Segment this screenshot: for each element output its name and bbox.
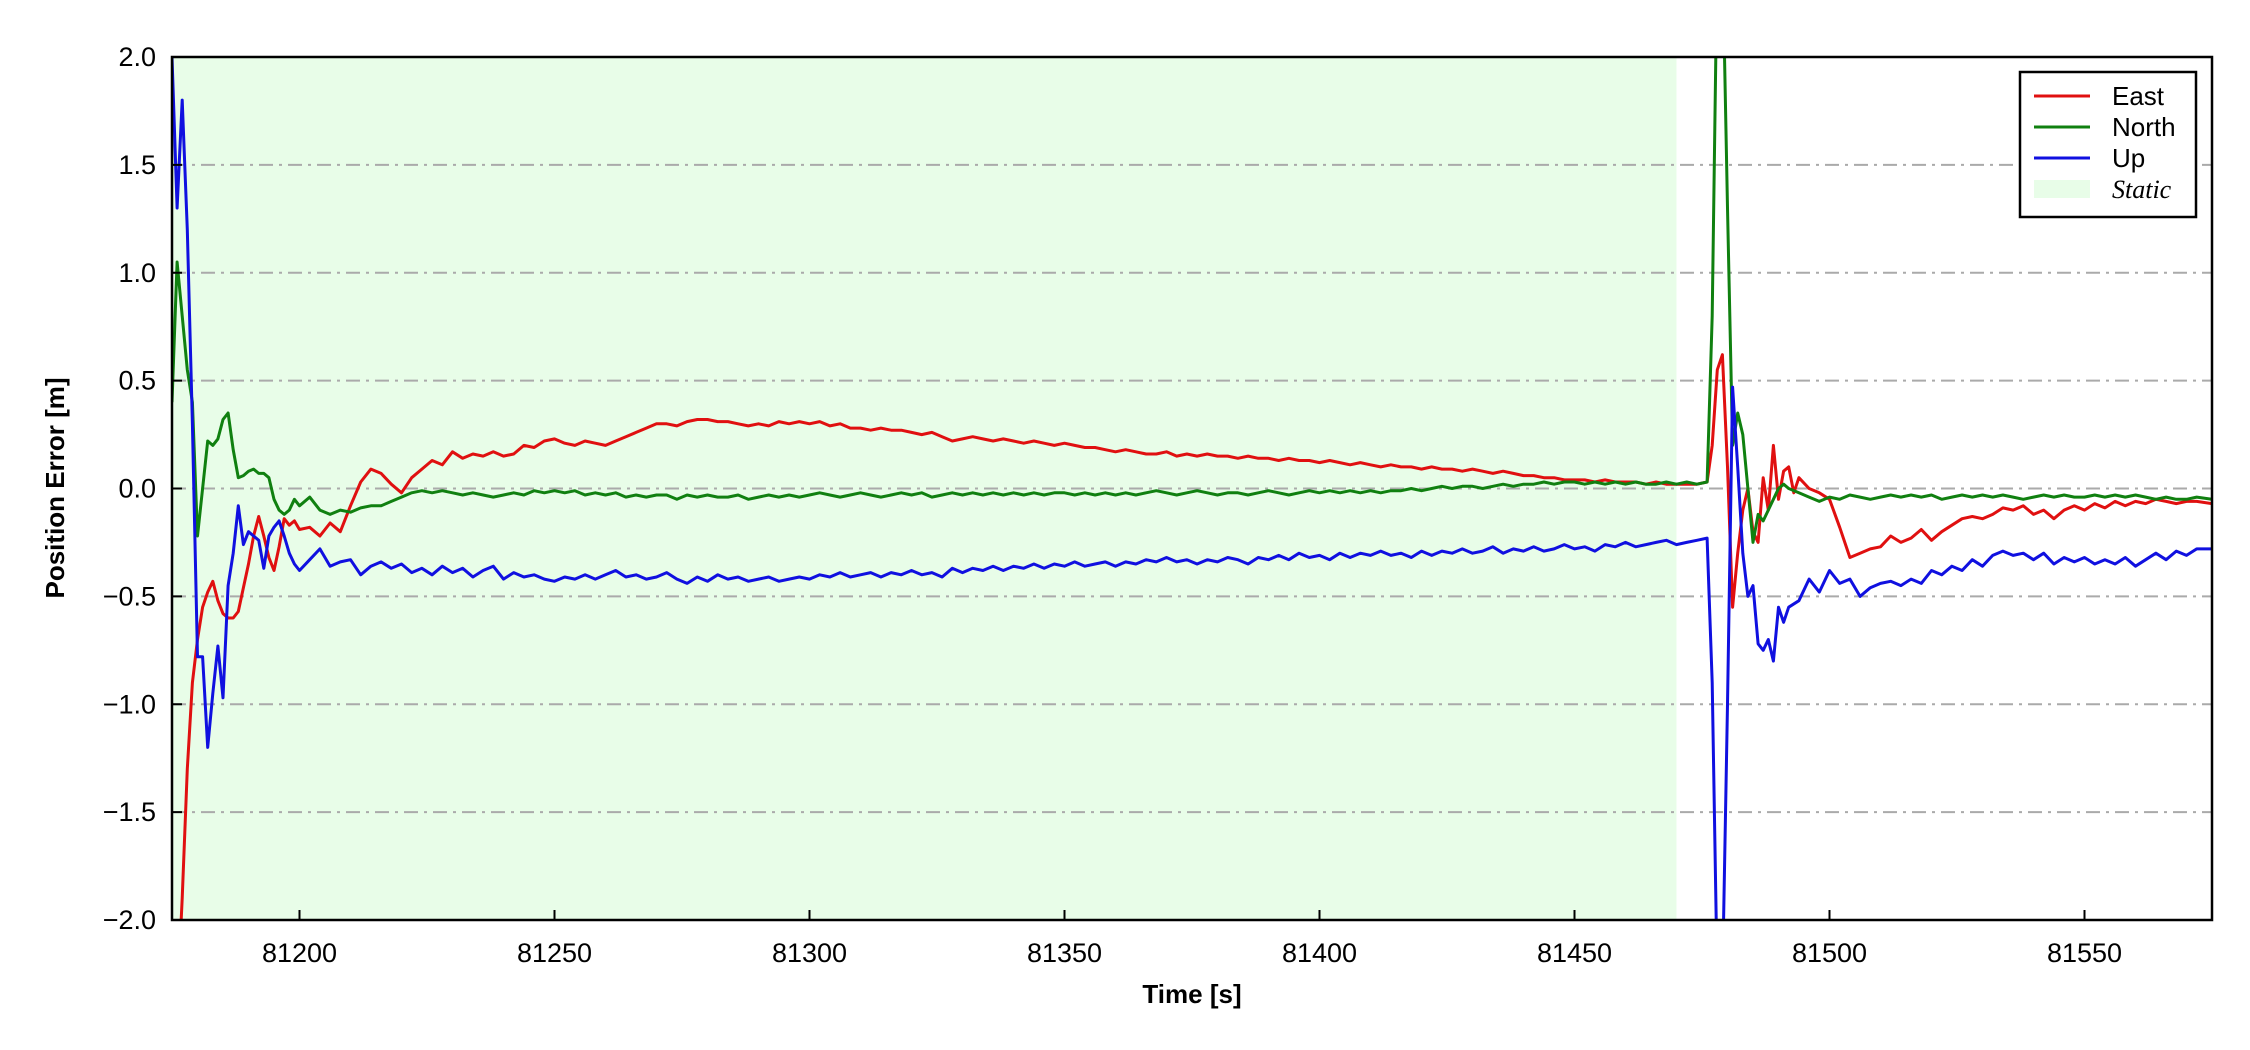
x-axis-label: Time [s] — [1142, 979, 1241, 1009]
grid-lines — [172, 163, 2212, 814]
legend-swatch-static — [2034, 180, 2090, 198]
y-tick-label: 0.5 — [118, 366, 156, 396]
y-tick-label: 1.0 — [118, 258, 156, 288]
x-tick-label: 81250 — [517, 938, 592, 968]
legend-label-up: Up — [2112, 143, 2145, 173]
y-tick-label: −0.5 — [103, 581, 156, 611]
y-axis-label: Position Error [m] — [40, 377, 70, 598]
y-tick-label: −1.5 — [103, 797, 156, 827]
axis-ticks: 81200 81250 81300 81350 81400 81450 81500 81550… — [103, 42, 2122, 968]
y-tick-label: 1.5 — [118, 150, 156, 180]
y-tick-label: 2.0 — [118, 42, 156, 72]
legend-label-east: East — [2112, 81, 2165, 111]
series-line-up — [172, 57, 2212, 920]
legend-label-static: Static — [2112, 175, 2172, 204]
x-tick-label: 81500 — [1792, 938, 1867, 968]
x-tick-label: 81550 — [2047, 938, 2122, 968]
series-line-north — [172, 57, 2212, 544]
x-tick-label: 81450 — [1537, 938, 1612, 968]
x-tick-label: 81350 — [1027, 938, 1102, 968]
legend-label-north: North — [2112, 112, 2176, 142]
y-tick-label: 0.0 — [118, 474, 156, 504]
x-tick-label: 81400 — [1282, 938, 1357, 968]
x-tick-label: 81200 — [262, 938, 337, 968]
series-group — [172, 57, 2212, 920]
x-tick-label: 81300 — [772, 938, 847, 968]
series-line-east — [179, 353, 2212, 920]
y-tick-label: −2.0 — [103, 905, 156, 935]
y-tick-label: −1.0 — [103, 689, 156, 719]
